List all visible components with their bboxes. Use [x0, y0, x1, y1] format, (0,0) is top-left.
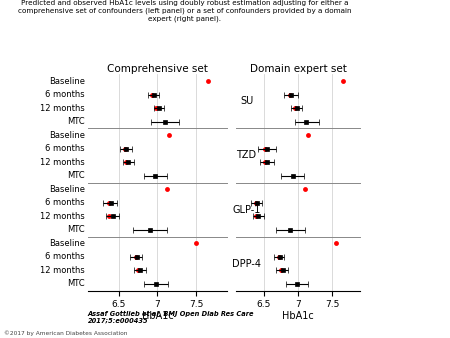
Text: Assaf Gottlieb et al. BMJ Open Diab Res Care
2017;5:e000435: Assaf Gottlieb et al. BMJ Open Diab Res …: [88, 311, 254, 324]
Text: Baseline: Baseline: [49, 131, 85, 140]
Text: 12 months: 12 months: [40, 104, 85, 113]
Text: 12 months: 12 months: [40, 158, 85, 167]
Text: 6 months: 6 months: [45, 90, 85, 99]
Text: MTC: MTC: [68, 225, 85, 234]
Text: 12 months: 12 months: [40, 212, 85, 221]
Text: GLP-1: GLP-1: [232, 204, 261, 215]
Text: Baseline: Baseline: [49, 185, 85, 194]
Text: 6 months: 6 months: [45, 252, 85, 261]
Text: Domain expert set: Domain expert set: [250, 64, 346, 74]
Text: SU: SU: [240, 96, 253, 106]
Text: BMJ Open
Diabetes
Research
& Care: BMJ Open Diabetes Research & Care: [381, 266, 424, 309]
Text: MTC: MTC: [68, 171, 85, 180]
Text: Predicted and observed HbA1c levels using doubly robust estimation adjusting for: Predicted and observed HbA1c levels usin…: [18, 0, 351, 22]
Text: MTC: MTC: [68, 280, 85, 288]
X-axis label: HbA1c: HbA1c: [142, 311, 173, 321]
X-axis label: HbA1c: HbA1c: [282, 311, 314, 321]
Text: 6 months: 6 months: [45, 198, 85, 207]
Text: TZD: TZD: [237, 150, 256, 161]
Text: Baseline: Baseline: [49, 77, 85, 86]
Text: Comprehensive set: Comprehensive set: [107, 64, 208, 74]
Text: DPP-4: DPP-4: [232, 259, 261, 269]
Text: Baseline: Baseline: [49, 239, 85, 248]
Text: MTC: MTC: [68, 117, 85, 126]
Text: 12 months: 12 months: [40, 266, 85, 275]
Text: 6 months: 6 months: [45, 144, 85, 153]
Text: ©2017 by American Diabetes Association: ©2017 by American Diabetes Association: [4, 331, 128, 336]
